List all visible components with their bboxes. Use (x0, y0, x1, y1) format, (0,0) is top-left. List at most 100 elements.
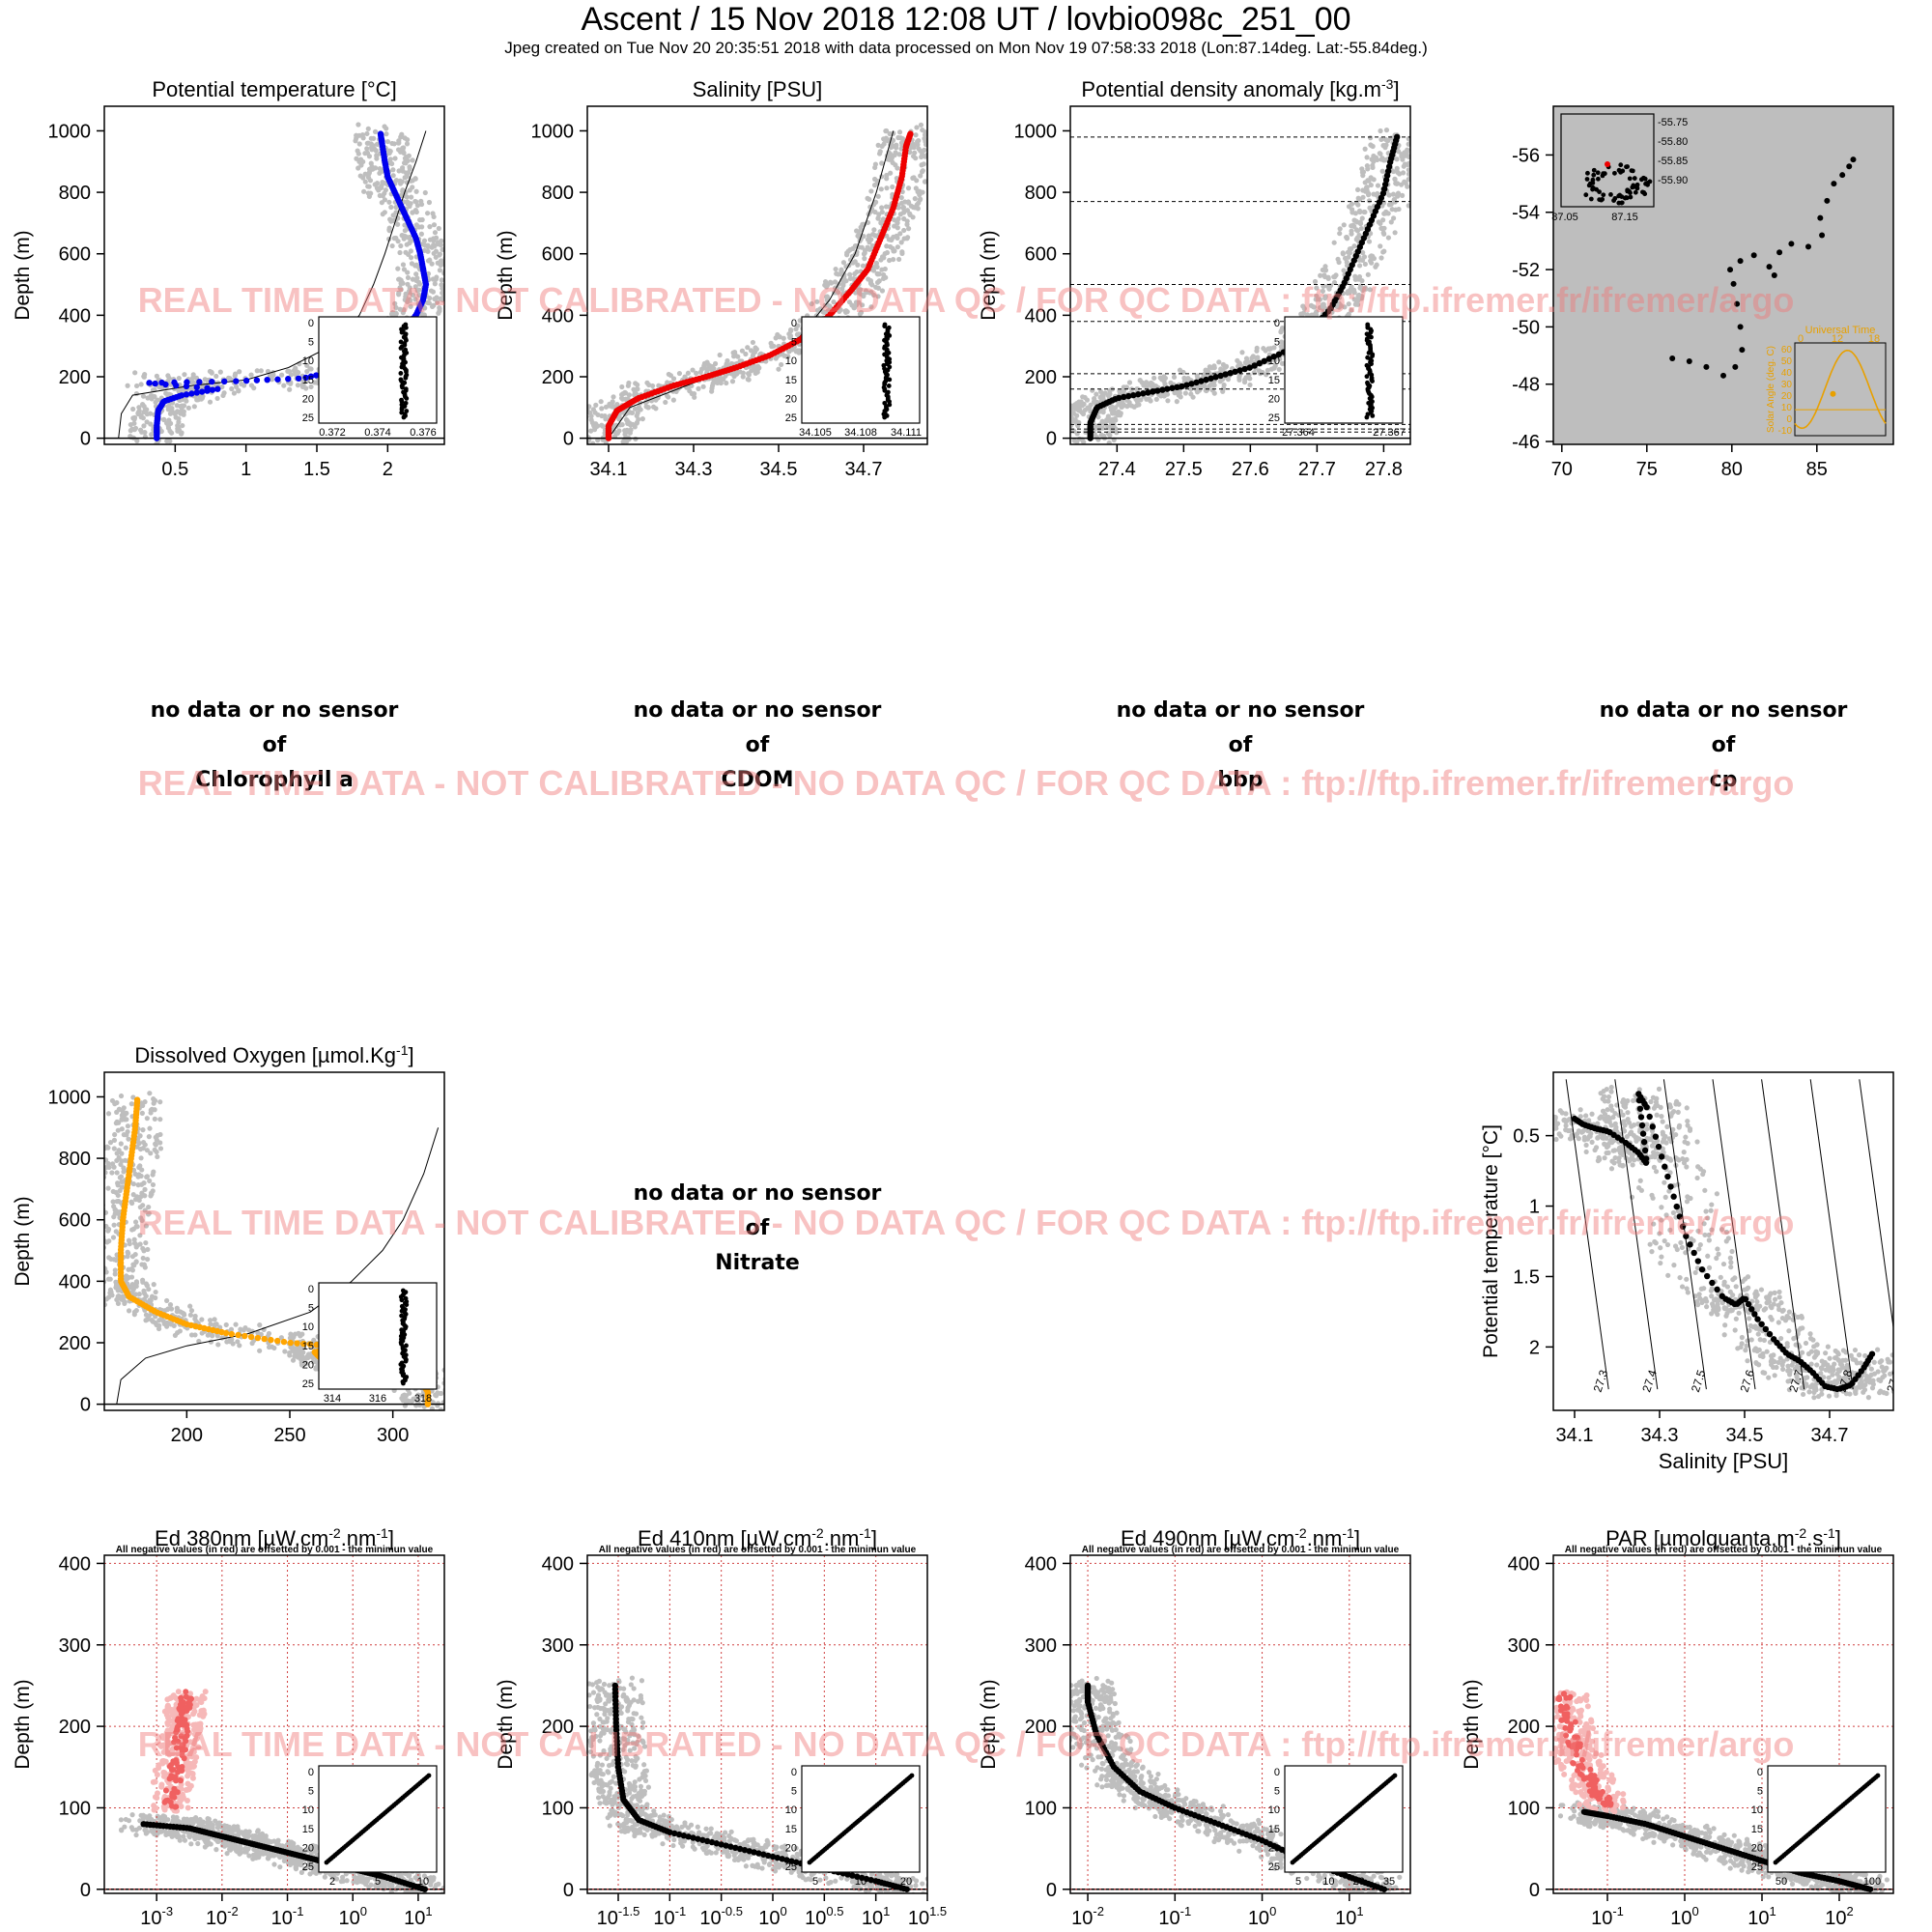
track-point (1734, 300, 1741, 307)
history-point (1279, 325, 1286, 331)
history-point (157, 1117, 163, 1122)
history-point (308, 366, 314, 372)
history-point (1411, 148, 1416, 153)
history-point (356, 141, 362, 147)
sun-inset-y-label: Solar Angle (deg. C) (1766, 346, 1776, 433)
history-point (380, 193, 385, 199)
history-point (814, 298, 820, 304)
history-point (1378, 136, 1384, 142)
history-point (242, 383, 247, 388)
history-point (1362, 180, 1368, 185)
history-point (126, 1136, 131, 1142)
history-point (362, 151, 368, 156)
history-point (1312, 278, 1319, 285)
history-point (151, 1169, 156, 1175)
profile-point (274, 376, 281, 383)
history-point (689, 390, 695, 397)
profile-point (184, 379, 190, 385)
history-point (1337, 226, 1343, 232)
history-point (1097, 394, 1103, 400)
track-point (1831, 181, 1837, 187)
history-point (121, 1165, 127, 1171)
history-point (1351, 297, 1357, 302)
history-point (768, 340, 774, 346)
history-point (1304, 312, 1311, 318)
history-point (368, 135, 374, 141)
history-point (127, 1241, 132, 1247)
history-point (125, 1254, 130, 1260)
history-point (1174, 399, 1179, 405)
history-point (1134, 386, 1140, 392)
profile-point (152, 380, 158, 387)
history-point (365, 175, 372, 181)
x-tick-label: 34.1 (590, 459, 628, 480)
profile-point (1115, 394, 1122, 402)
history-point (140, 1245, 146, 1252)
history-point (1095, 414, 1101, 420)
history-point (112, 1101, 118, 1107)
history-point (889, 236, 895, 242)
inset-content (1364, 322, 1376, 420)
history-point (1379, 156, 1385, 161)
history-point (1331, 279, 1338, 286)
history-point (1358, 225, 1364, 232)
history-point (438, 258, 444, 264)
history-point (704, 359, 710, 365)
history-point (724, 357, 730, 364)
history-point (400, 262, 407, 268)
history-point (1365, 271, 1371, 277)
track-point (1850, 156, 1857, 163)
y-tick-label: 800 (59, 183, 91, 204)
history-point (153, 1320, 158, 1326)
history-point (1111, 408, 1117, 413)
map-inset-y-tick-label: -55.80 (1658, 136, 1688, 148)
history-point (199, 1317, 205, 1322)
map-inset-point (1634, 182, 1640, 187)
history-point (750, 339, 756, 346)
history-point (1411, 138, 1416, 143)
y-axis-label: Depth (m) (12, 1196, 34, 1286)
title-text: Potential density anomaly [kg.m (1081, 77, 1381, 101)
history-point (167, 428, 173, 434)
x-tick-label: 27.6 (1232, 459, 1269, 480)
inset-point (404, 396, 410, 401)
history-point (119, 1151, 125, 1156)
history-point (918, 173, 923, 179)
history-point (389, 160, 395, 167)
history-point (424, 211, 431, 216)
y-tick-label: 0 (80, 429, 91, 450)
history-point (1081, 401, 1087, 407)
map-inset-point (1627, 176, 1633, 182)
chart-dens: 27.4 27.5 27.6 27.7 27.802004006008001000Pot… (978, 76, 1416, 480)
history-point (107, 1140, 114, 1146)
track-point (1766, 264, 1773, 270)
history-point (785, 354, 791, 359)
history-point (1112, 415, 1118, 422)
history-point (396, 276, 402, 282)
history-point (894, 175, 899, 182)
profile-point (1130, 391, 1137, 399)
history-point (104, 1269, 109, 1275)
y-tick-label: -52 (1512, 260, 1540, 281)
history-point (862, 247, 868, 253)
history-point (892, 248, 897, 254)
inset-point (403, 325, 409, 330)
profile-point (1125, 392, 1132, 400)
history-point (114, 1157, 120, 1164)
history-point (914, 125, 920, 130)
history-point (396, 168, 402, 174)
y-tick-label: 600 (59, 1210, 91, 1232)
history-point (1353, 237, 1359, 242)
history-point (111, 1257, 117, 1263)
profile-point (146, 380, 153, 386)
history-point (278, 1335, 284, 1341)
map-inset-point (1600, 196, 1605, 202)
history-point (875, 193, 881, 199)
history-point (448, 271, 453, 276)
profile-point (193, 389, 200, 396)
history-point (1322, 264, 1328, 270)
inset-y-tick-label: 25 (1268, 412, 1280, 424)
history-point (1220, 361, 1227, 368)
history-point (873, 260, 880, 267)
map-inset-point (1591, 172, 1597, 178)
